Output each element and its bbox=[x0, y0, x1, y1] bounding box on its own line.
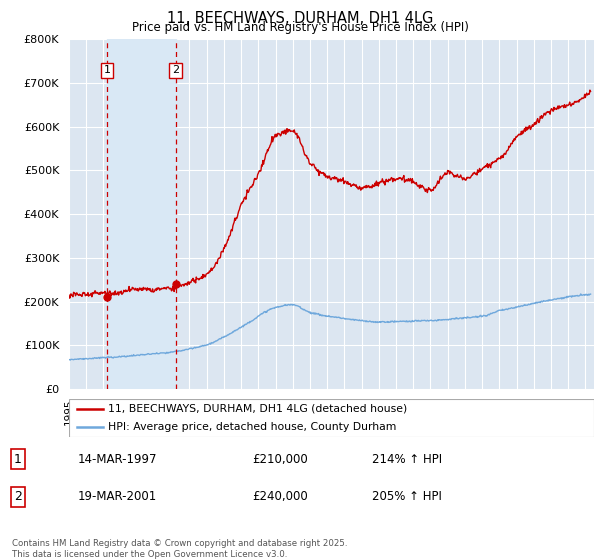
Text: 11, BEECHWAYS, DURHAM, DH1 4LG (detached house): 11, BEECHWAYS, DURHAM, DH1 4LG (detached… bbox=[109, 404, 407, 414]
Text: 14-MAR-1997: 14-MAR-1997 bbox=[78, 452, 157, 465]
Text: 11, BEECHWAYS, DURHAM, DH1 4LG: 11, BEECHWAYS, DURHAM, DH1 4LG bbox=[167, 11, 433, 26]
FancyBboxPatch shape bbox=[69, 399, 594, 437]
Text: 214% ↑ HPI: 214% ↑ HPI bbox=[372, 452, 442, 465]
Text: 205% ↑ HPI: 205% ↑ HPI bbox=[372, 491, 442, 503]
Text: 1: 1 bbox=[103, 66, 110, 76]
Text: 1: 1 bbox=[14, 452, 22, 465]
Bar bbox=[107, 39, 176, 389]
Text: 2: 2 bbox=[14, 491, 22, 503]
Text: 19-MAR-2001: 19-MAR-2001 bbox=[78, 491, 157, 503]
Text: 2: 2 bbox=[172, 66, 179, 76]
Text: HPI: Average price, detached house, County Durham: HPI: Average price, detached house, Coun… bbox=[109, 422, 397, 432]
Text: Contains HM Land Registry data © Crown copyright and database right 2025.
This d: Contains HM Land Registry data © Crown c… bbox=[12, 539, 347, 559]
Text: £240,000: £240,000 bbox=[252, 491, 308, 503]
Text: £210,000: £210,000 bbox=[252, 452, 308, 465]
Text: Price paid vs. HM Land Registry's House Price Index (HPI): Price paid vs. HM Land Registry's House … bbox=[131, 21, 469, 34]
